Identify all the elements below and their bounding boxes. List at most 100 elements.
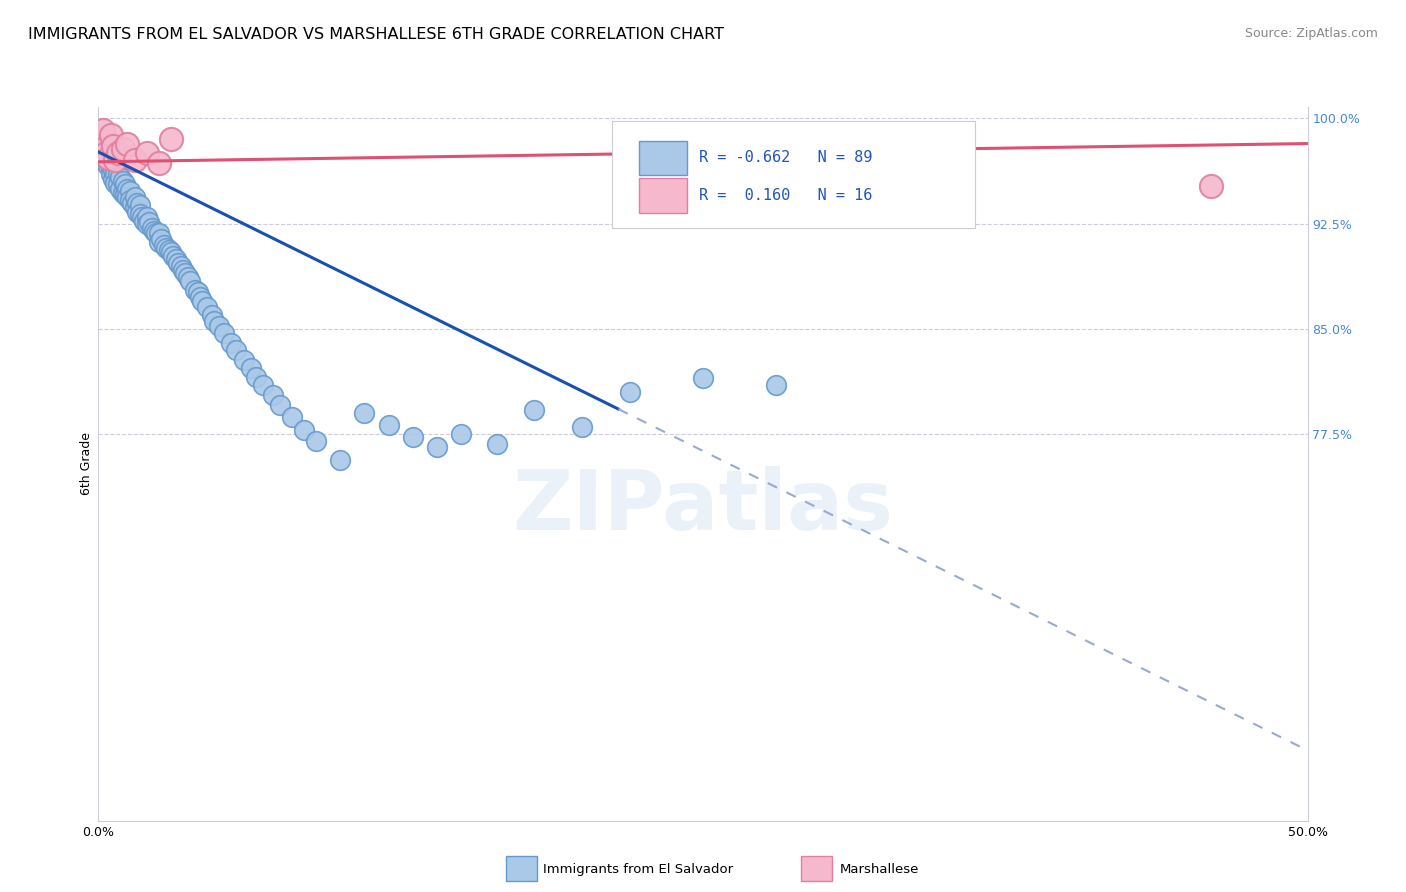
Point (145, 227, 167, 241)
Point (143, 224, 166, 238)
Point (124, 200, 146, 214)
Point (141, 220, 163, 235)
Point (100, 153, 122, 168)
Point (111, 142, 134, 156)
Point (91, 142, 114, 156)
FancyBboxPatch shape (638, 141, 688, 175)
Point (131, 210, 153, 224)
Point (138, 215, 160, 229)
Point (239, 361, 262, 376)
Point (160, 132, 183, 146)
Point (104, 168, 127, 182)
Point (450, 427, 472, 442)
Point (97, 159, 120, 173)
Point (426, 440, 449, 454)
Point (108, 170, 131, 185)
Point (160, 244, 183, 259)
FancyBboxPatch shape (613, 121, 976, 228)
Point (104, 153, 127, 168)
Text: Marshallese: Marshallese (839, 863, 918, 876)
Point (94, 151, 117, 165)
Point (187, 285, 209, 300)
Text: R = -0.662   N = 89: R = -0.662 N = 89 (699, 150, 873, 165)
Point (124, 190, 146, 204)
Point (91, 142, 114, 156)
Point (208, 319, 231, 334)
Point (188, 290, 211, 304)
Point (191, 293, 214, 308)
Point (150, 232, 173, 246)
Point (100, 168, 122, 182)
Point (377, 417, 399, 432)
Point (486, 437, 509, 451)
Point (107, 146, 129, 161)
FancyBboxPatch shape (638, 178, 688, 212)
Point (104, 176, 127, 190)
Point (692, 371, 714, 385)
Point (155, 240, 177, 254)
Text: R =  0.160   N = 16: R = 0.160 N = 16 (699, 188, 873, 203)
Text: IMMIGRANTS FROM EL SALVADOR VS MARSHALLESE 6TH GRADE CORRELATION CHART: IMMIGRANTS FROM EL SALVADOR VS MARSHALLE… (28, 27, 724, 42)
Point (117, 190, 139, 204)
Point (221, 336, 243, 351)
Point (281, 410, 304, 425)
Point (148, 156, 170, 170)
Point (148, 235, 170, 249)
Point (114, 178, 136, 192)
Point (128, 198, 150, 212)
Point (148, 227, 170, 241)
Point (765, 378, 787, 392)
Point (177, 270, 200, 285)
Point (124, 153, 146, 168)
Point (571, 420, 593, 434)
Point (94, 146, 117, 161)
Point (111, 186, 134, 200)
Point (100, 161, 122, 175)
Point (101, 163, 124, 178)
Point (292, 423, 315, 437)
Point (252, 378, 274, 392)
Point (169, 259, 191, 273)
Point (135, 217, 157, 231)
Point (232, 352, 254, 367)
Point (117, 136, 139, 151)
Text: Immigrants from El Salvador: Immigrants from El Salvador (543, 863, 733, 876)
Point (134, 214, 156, 228)
Point (107, 178, 129, 192)
Point (118, 193, 141, 207)
Point (195, 300, 218, 314)
Point (212, 326, 235, 341)
Point (184, 283, 207, 297)
Point (127, 205, 149, 219)
Point (157, 244, 180, 258)
Point (118, 184, 141, 198)
Point (619, 385, 641, 400)
Point (101, 139, 124, 153)
Point (152, 237, 174, 252)
Point (245, 369, 267, 384)
Point (1199, 178, 1222, 193)
Point (174, 266, 197, 280)
Text: Source: ZipAtlas.com: Source: ZipAtlas.com (1244, 27, 1378, 40)
Point (101, 171, 124, 186)
Point (94, 146, 117, 161)
Point (91, 122, 114, 136)
Point (101, 156, 124, 170)
Point (523, 403, 546, 417)
Point (305, 434, 328, 449)
Point (201, 308, 224, 322)
Point (97, 148, 120, 162)
Text: ZIPatlas: ZIPatlas (513, 467, 893, 547)
Y-axis label: 6th Grade: 6th Grade (80, 433, 93, 495)
Point (135, 210, 157, 224)
Point (225, 343, 247, 357)
Point (165, 252, 187, 266)
Point (128, 207, 150, 221)
Point (108, 181, 131, 195)
Point (167, 256, 190, 270)
Point (135, 146, 157, 161)
Point (262, 388, 284, 402)
Point (172, 263, 194, 277)
Point (114, 187, 136, 202)
Point (90, 132, 112, 146)
